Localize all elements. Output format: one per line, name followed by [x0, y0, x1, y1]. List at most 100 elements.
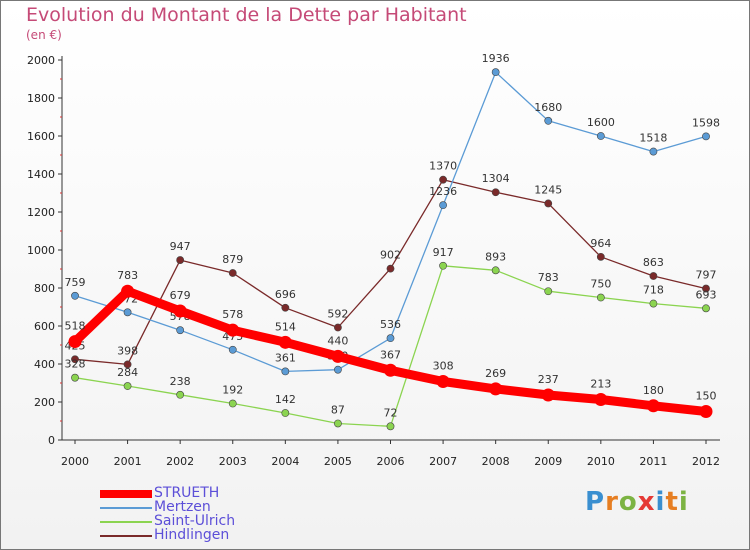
data-label: 87 — [331, 403, 345, 416]
data-point — [281, 367, 290, 376]
y-tick-label: 200 — [34, 396, 55, 409]
data-point — [334, 365, 342, 374]
data-point — [384, 363, 397, 377]
y-tick-label: 2000 — [27, 54, 55, 67]
data-point — [71, 373, 79, 382]
data-point — [439, 201, 447, 210]
data-point — [596, 293, 605, 302]
data-point — [71, 291, 79, 300]
data-label: 367 — [380, 348, 401, 361]
data-label: 440 — [327, 334, 348, 347]
data-label: 361 — [275, 351, 296, 364]
data-label: 238 — [170, 375, 191, 388]
logo-letter: P — [585, 487, 606, 517]
data-point — [436, 374, 450, 388]
data-label: 879 — [222, 253, 243, 266]
legend-swatch — [100, 535, 152, 537]
logo-letter: i — [678, 487, 689, 517]
data-label: 863 — [643, 256, 664, 269]
data-point — [121, 284, 135, 298]
data-point — [649, 299, 658, 308]
data-label: 1936 — [482, 52, 510, 65]
y-tick-label: 1600 — [27, 130, 55, 143]
data-point — [278, 335, 292, 349]
data-point — [68, 335, 82, 349]
data-point — [386, 264, 395, 273]
x-tick-label: 2006 — [377, 455, 405, 468]
data-label: 1598 — [692, 116, 720, 129]
data-label: 1304 — [482, 172, 510, 185]
data-label: 693 — [696, 288, 717, 301]
legend-label: Hindlingen — [154, 527, 230, 543]
proxiti-logo: Proxiti — [585, 487, 689, 517]
data-label: 696 — [275, 288, 296, 301]
data-label: 1680 — [534, 101, 562, 114]
data-label: 893 — [485, 250, 506, 263]
data-point — [173, 304, 187, 318]
y-tick-label: 1800 — [27, 92, 55, 105]
x-tick-label: 2001 — [114, 455, 142, 468]
x-tick-label: 2011 — [639, 455, 667, 468]
data-point — [596, 252, 605, 261]
data-label: 917 — [433, 246, 454, 259]
data-point — [386, 422, 395, 431]
data-label: 1245 — [534, 183, 562, 196]
y-tick-label: 1200 — [27, 206, 55, 219]
x-tick-label: 2007 — [429, 455, 457, 468]
data-point — [491, 188, 500, 197]
data-point — [544, 287, 553, 296]
data-point — [491, 68, 500, 77]
y-tick-label: 0 — [48, 434, 55, 447]
y-tick-label: 400 — [34, 358, 55, 371]
data-point — [71, 355, 79, 364]
x-tick-label: 2003 — [219, 455, 247, 468]
data-point — [702, 132, 710, 141]
legend-label: Saint-Ulrich — [154, 513, 236, 529]
x-tick-label: 2008 — [482, 455, 510, 468]
data-point — [228, 269, 237, 277]
data-label: 213 — [590, 378, 611, 391]
data-label: 592 — [327, 308, 348, 321]
legend-swatch — [100, 521, 152, 523]
data-label: 284 — [117, 366, 138, 379]
data-label: 759 — [65, 276, 86, 289]
y-tick-label: 1400 — [27, 168, 55, 181]
data-label: 1600 — [587, 116, 615, 129]
data-point — [176, 326, 185, 335]
data-label: 1236 — [429, 185, 457, 198]
data-label: 783 — [117, 269, 138, 282]
data-label: 578 — [222, 308, 243, 321]
chart-title: Evolution du Montant de la Dette par Hab… — [26, 4, 467, 26]
data-label: 783 — [538, 271, 559, 284]
data-label: 328 — [65, 358, 86, 371]
legend-swatch — [100, 507, 152, 509]
data-point — [491, 266, 500, 275]
data-point — [541, 388, 555, 402]
data-point — [439, 261, 447, 270]
data-label: 269 — [485, 367, 506, 380]
data-point — [176, 390, 185, 399]
data-label: 718 — [643, 284, 664, 297]
data-point — [699, 405, 713, 418]
data-label: 398 — [117, 344, 138, 357]
data-point — [702, 304, 710, 313]
data-point — [702, 284, 710, 293]
x-tick-label: 2010 — [587, 455, 615, 468]
data-point — [123, 360, 132, 369]
data-label: 947 — [170, 240, 191, 253]
data-point — [649, 272, 658, 280]
data-point — [123, 308, 132, 317]
data-label: 902 — [380, 249, 401, 262]
data-label: 180 — [643, 384, 664, 397]
logo-letter: t — [665, 487, 679, 517]
data-point — [334, 419, 342, 428]
data-label: 150 — [696, 390, 717, 403]
data-label: 308 — [433, 359, 454, 372]
y-tick-label: 600 — [34, 320, 55, 333]
data-point — [334, 323, 342, 332]
chart-unit: (en €) — [26, 28, 62, 42]
legend-label: Mertzen — [154, 499, 211, 515]
data-point — [649, 147, 658, 156]
data-label: 964 — [590, 237, 611, 250]
data-point — [489, 382, 503, 396]
